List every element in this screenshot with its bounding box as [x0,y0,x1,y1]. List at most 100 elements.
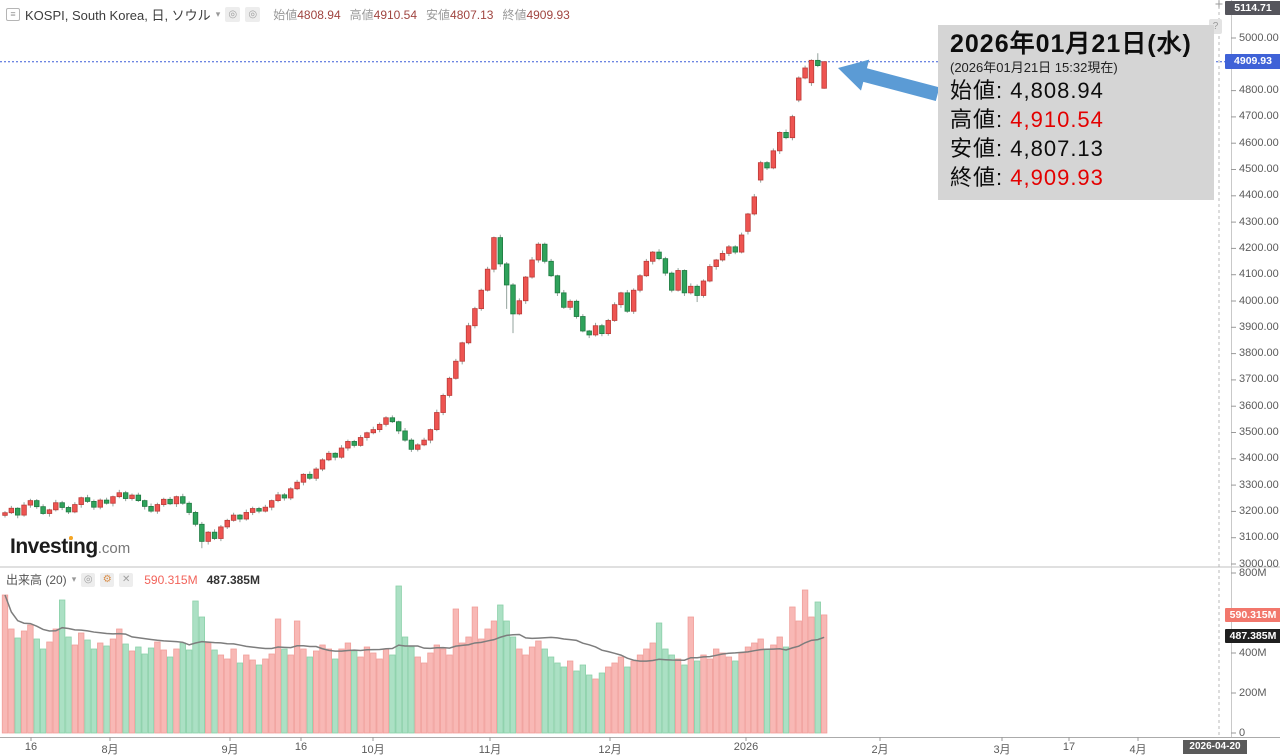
volume-bar [522,654,529,734]
volume-bar [490,620,498,734]
volume-bar [90,648,98,734]
symbol-title[interactable]: KOSPI, South Korea, 日, ソウル [25,8,211,23]
candle-body [46,509,53,514]
volume-bar [78,632,85,734]
volume-bar [700,654,707,734]
volume-bar [338,648,345,734]
candle-body [103,499,110,504]
chevron-down-icon[interactable]: ▾ [215,9,221,19]
price-axis[interactable]: 5000.00 4800.00 4700.00 4600.00 4500.00 4400.… [1232,0,1280,739]
time-tick-label: 4月 [1129,744,1147,755]
time-tick-label: 2026 [733,741,759,753]
volume-ma-line [4,594,825,662]
candle-body [357,437,364,446]
candle-body [161,498,167,505]
volume-bar [71,644,78,734]
candle-body [643,260,650,277]
candle-body [110,496,116,504]
candle-body [370,429,376,434]
candle-body [535,243,542,261]
volume-bar [611,662,618,734]
candle-body [573,300,580,317]
volume-bar [84,639,91,734]
candle-body [548,260,554,277]
candle-body [135,494,142,502]
volume-bar [135,646,142,734]
volume-bar [433,644,440,734]
candle-body [415,444,421,450]
volume-bar [478,638,485,734]
volume-bar [649,642,656,734]
volume-bar [370,652,377,734]
chevron-down-icon[interactable]: ▾ [71,574,77,584]
volume-bar [713,648,720,734]
price-tick-label: 4800.00 [1239,84,1279,97]
candle-body [218,526,224,539]
main-legend: ≡ KOSPI, South Korea, 日, ソウル ▾ ◎ ◎ 始値480… [6,5,570,24]
candle-body [421,439,427,446]
settings-icon[interactable]: ◎ [245,7,261,22]
candle-body [694,285,700,296]
price-tick-label: 3000.00 [1239,557,1279,570]
candle-body [40,506,46,514]
candle-body [662,258,669,274]
candle-body [821,61,827,89]
visibility-icon[interactable]: ◎ [225,7,241,22]
volume-indicator-title[interactable]: 出来高 (20) [6,573,67,587]
volume-bar [1,594,9,734]
candle-body [294,481,300,490]
volume-bar [395,585,402,734]
time-tick-label: 3月 [993,744,1011,755]
open-value: 4808.94 [297,8,341,22]
candle-body [326,452,332,461]
candle-body [53,502,59,511]
candle-body [434,412,440,431]
volume-bar [535,640,542,734]
time-axis[interactable]: 16 8月 9月 16 10月 11月 12月 2026 2月 3月 17 4月 [0,738,1280,755]
volume-bar [401,636,409,734]
volume-bar [211,649,218,734]
volume-bar [732,660,739,734]
candle-body [395,421,402,432]
candle-body [459,342,465,362]
volume-tick-label: 400M [1239,646,1267,659]
candle-body [275,494,281,502]
volume-bar [471,606,479,734]
volume-bar [122,643,129,734]
volume-bar [573,670,580,734]
volume-bar [351,650,358,734]
volume-bar [33,638,40,734]
price-tick-label: 4600.00 [1239,136,1279,149]
volume-bar [598,672,606,734]
investing-logo: Investi ng.com [10,535,130,559]
candle-body [497,237,503,265]
candle-body [669,272,675,291]
candle-body [472,308,478,327]
volume-bar [605,666,612,734]
eye-icon[interactable]: ◎ [81,572,96,587]
volume-bar [27,624,34,734]
price-tick-label: 4300.00 [1239,215,1279,228]
candle-body [97,499,103,508]
candle-body [91,501,97,508]
close-icon[interactable]: ✕ [119,572,134,587]
volume-bar [414,656,421,734]
candle-body [427,429,434,441]
symbol-menu-icon[interactable]: ≡ [6,8,20,21]
candle-body [542,243,548,262]
candle-body [802,67,808,79]
logo-i-letter: i [67,535,74,558]
candle-body [345,441,351,449]
time-tick-label: 16 [294,741,308,753]
gear-icon[interactable]: ⚙ [100,572,115,587]
candle-body [307,473,313,479]
volume-bar [217,654,225,734]
volume-bar [344,642,352,734]
volume-bar [97,642,104,734]
ohlc-readout: 始値4808.94 高値4910.54 安値4807.13 終値4909.93 [273,6,570,23]
volume-bar [674,658,682,734]
volume-bar [668,654,675,734]
time-tick-label: 9月 [221,744,239,755]
